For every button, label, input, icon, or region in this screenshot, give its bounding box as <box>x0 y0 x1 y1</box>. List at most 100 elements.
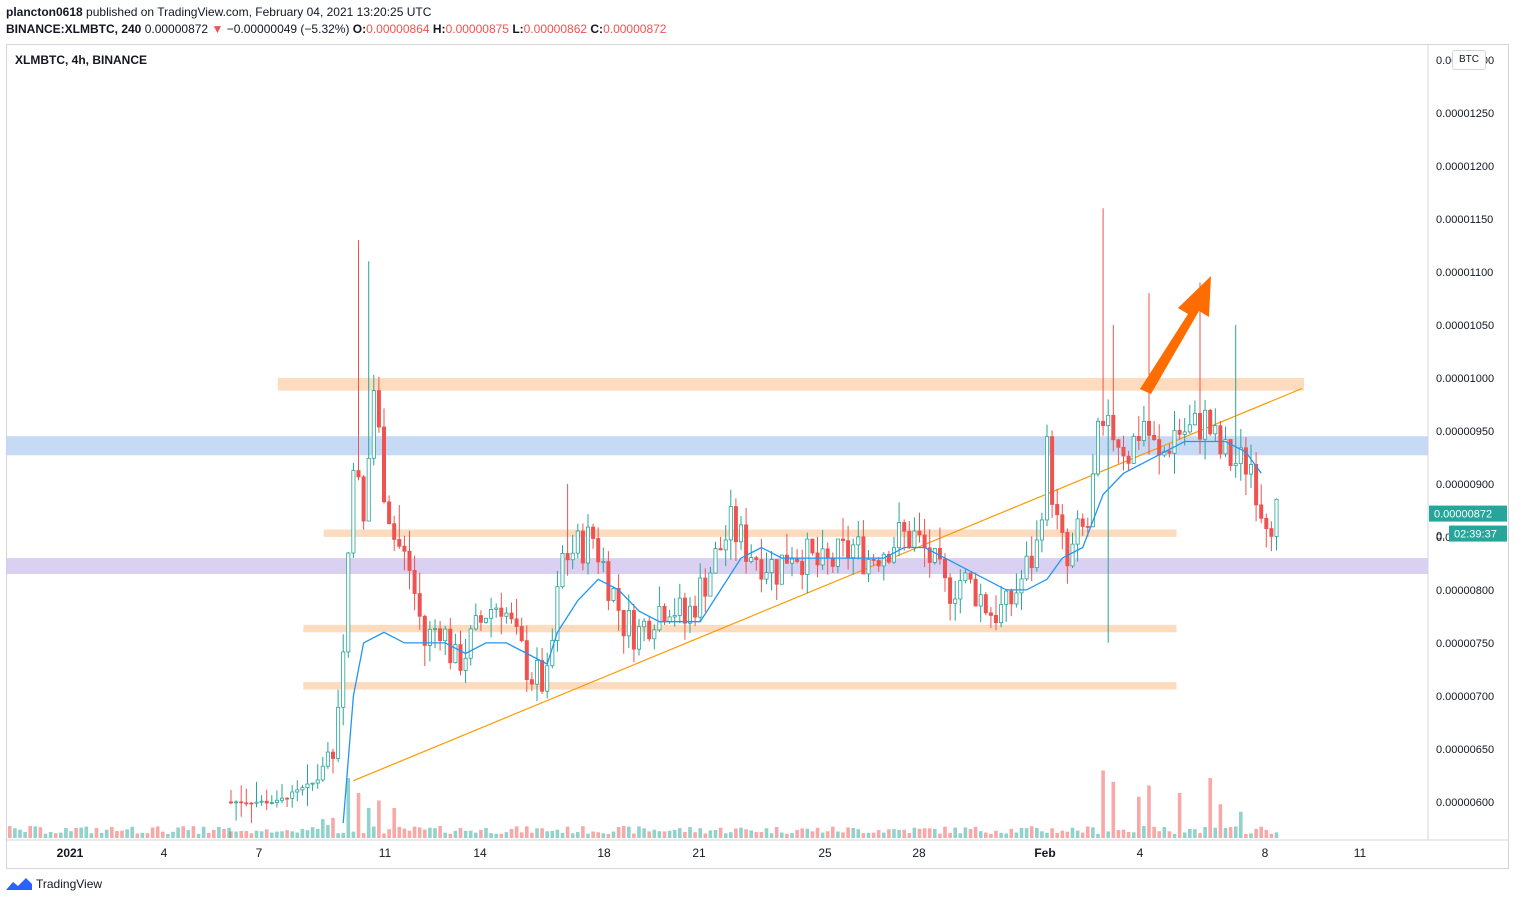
volume-bar <box>392 808 396 838</box>
candle-body <box>417 593 422 617</box>
candle-body <box>744 524 749 562</box>
volume-bar <box>1116 830 1121 838</box>
volume-bar <box>397 826 402 838</box>
volume-bar <box>749 830 753 838</box>
volume-bar <box>1157 831 1161 838</box>
candle-body <box>754 557 759 561</box>
chart-frame <box>6 44 1509 869</box>
candle-body <box>759 559 764 580</box>
price-tick-label: 0.00000700 <box>1436 691 1494 703</box>
candle-body <box>580 530 585 564</box>
candle-body <box>228 801 233 804</box>
volume-bar <box>866 832 871 838</box>
price-tick-label: 0.00001200 <box>1436 161 1494 173</box>
candle-body <box>1080 518 1085 527</box>
volume-bar <box>570 833 575 838</box>
volume-bar <box>372 826 376 838</box>
volume-bar <box>331 817 335 838</box>
candle-body <box>881 553 886 567</box>
chart-plot[interactable]: 0.000013000.000012500.000012000.00001150… <box>6 44 1509 869</box>
candle-body <box>468 628 473 659</box>
candle-body <box>1111 414 1116 441</box>
candle-body <box>269 802 274 804</box>
open-label: O: <box>352 22 367 36</box>
candle-body <box>1060 514 1065 533</box>
volume-bar <box>484 828 488 838</box>
volume-bar <box>820 832 825 838</box>
volume-bar <box>18 829 22 838</box>
volume-bar <box>402 828 407 838</box>
candle-body <box>1198 412 1203 440</box>
time-tick-label: 4 <box>161 846 168 860</box>
volume-bar <box>423 829 427 838</box>
candle-body <box>713 548 718 574</box>
volume-bar <box>1147 785 1151 838</box>
volume-bar <box>356 793 361 838</box>
volume-bar <box>264 829 269 838</box>
volume-bar <box>897 829 901 838</box>
volume-bar <box>412 826 417 838</box>
currency-selector[interactable]: BTC <box>1452 50 1486 70</box>
candle-body <box>570 552 575 561</box>
candle-body <box>774 559 779 585</box>
candle-body <box>688 605 693 624</box>
candle-body <box>866 559 871 575</box>
countdown-badge <box>1449 525 1507 542</box>
candle-body <box>259 800 264 803</box>
candle-body <box>626 610 631 637</box>
volume-bar <box>326 824 330 838</box>
candle-body <box>769 559 774 574</box>
volume-bar <box>300 828 305 838</box>
volume-bar <box>1259 826 1263 838</box>
upward-arrow-annotation <box>1140 276 1211 394</box>
trend-layer <box>353 387 1303 782</box>
candle-body <box>820 548 825 566</box>
candle-body <box>254 801 259 804</box>
volume-bar <box>244 831 249 838</box>
candle-body <box>1233 463 1238 467</box>
volume-bar <box>150 827 155 838</box>
candle-body <box>682 597 687 624</box>
low-label: L: <box>512 22 524 36</box>
candle-body <box>856 536 861 546</box>
price-tick-label: 0.00000900 <box>1436 479 1494 491</box>
candle-body <box>264 800 269 804</box>
volume-bar <box>191 826 196 838</box>
candle-body <box>1096 420 1101 475</box>
volume-bar <box>479 829 483 838</box>
candle-body <box>963 572 968 581</box>
volume-bar <box>1167 831 1172 838</box>
volume-bar <box>130 826 134 838</box>
volume-bar <box>1014 832 1019 838</box>
candle-body <box>1004 590 1009 605</box>
volume-bar <box>591 831 595 838</box>
candle-body <box>601 561 606 563</box>
volume-bar <box>417 827 422 838</box>
volume-bar <box>285 830 289 838</box>
volume-bar <box>759 832 764 838</box>
candle-body <box>907 530 912 548</box>
candle-body <box>1203 409 1208 440</box>
volume-bar <box>249 833 254 838</box>
publisher-name[interactable]: plancton0618 <box>6 5 83 19</box>
candle-body <box>1269 528 1274 537</box>
volume-bar <box>1218 804 1223 838</box>
low-value: 0.00000862 <box>523 22 588 36</box>
volume-bar <box>1198 833 1202 838</box>
time-tick-label: 2021 <box>57 846 84 860</box>
candle-body <box>927 547 932 563</box>
trendline <box>353 387 1303 782</box>
volume-bar <box>958 833 963 838</box>
candle-body <box>912 530 917 548</box>
zone-band-5 <box>303 682 1177 690</box>
candle-body <box>790 558 795 564</box>
volume-bar <box>1019 827 1024 838</box>
price-tick-label: 0.00001000 <box>1436 373 1494 385</box>
candle-body <box>733 506 738 543</box>
candle-body <box>565 553 570 561</box>
last-price: 0.00000872 <box>144 22 209 36</box>
candle-body <box>667 616 672 623</box>
zone-band-4 <box>303 624 1177 633</box>
price-tick-label: 0.00000950 <box>1436 426 1494 438</box>
volume-bar <box>902 829 906 838</box>
